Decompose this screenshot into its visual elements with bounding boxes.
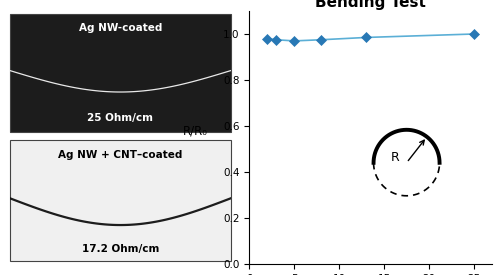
Y-axis label: R/R₀: R/R₀ — [182, 125, 207, 138]
Title: Bending Test: Bending Test — [315, 0, 425, 10]
Text: R: R — [390, 151, 399, 164]
Text: Ag NW-coated: Ag NW-coated — [79, 23, 162, 33]
Text: 25 Ohm/cm: 25 Ohm/cm — [87, 113, 153, 123]
Text: Ag NW + CNT–coated: Ag NW + CNT–coated — [58, 150, 182, 160]
Bar — [10, 140, 230, 262]
Text: 17.2 Ohm/cm: 17.2 Ohm/cm — [82, 244, 159, 254]
Bar — [10, 13, 230, 133]
